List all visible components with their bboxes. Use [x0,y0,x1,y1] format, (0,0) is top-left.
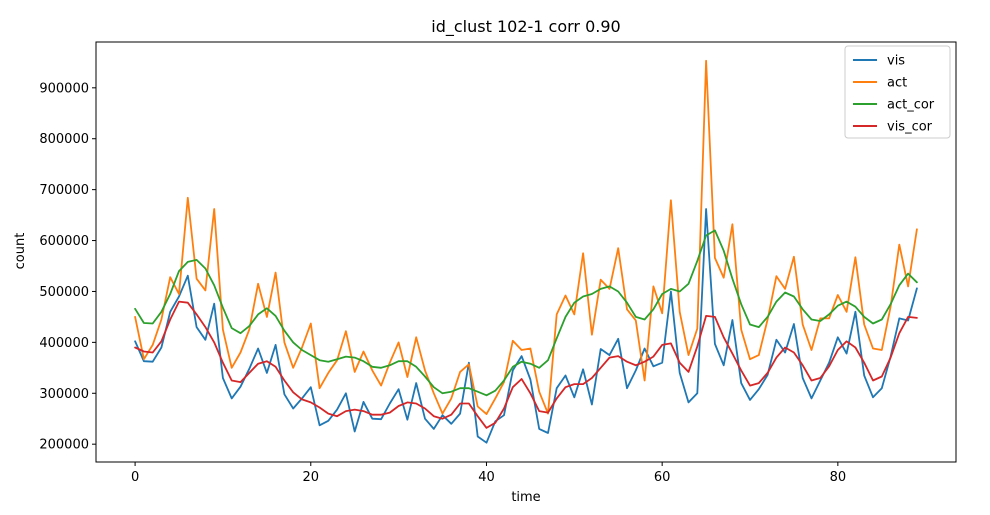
series-line-vis-cor [134,300,918,429]
x-axis: 0 20 40 60 80 [131,462,846,485]
y-tick-label: 800000 [39,132,89,147]
x-tick-label: 0 [131,470,139,485]
y-tick-label: 600000 [39,234,89,249]
y-axis-title: count [13,233,28,270]
series-line-act-cor [134,229,918,397]
y-tick-label: 300000 [39,387,89,402]
y-tick-label: 200000 [39,438,89,453]
series-line-act [134,59,918,416]
y-tick-label: 900000 [39,81,89,96]
legend: vis act act_cor vis_cor [844,45,951,139]
x-tick-label: 40 [478,470,495,485]
legend-label-vis-cor: vis_cor [887,120,933,135]
plot-frame [95,41,957,463]
chart-title: id_clust 102-1 corr 0.90 [431,17,620,37]
legend-label-act-cor: act_cor [887,98,935,113]
legend-box [844,45,951,139]
y-tick-label: 500000 [39,285,89,300]
x-axis-title: time [511,490,540,505]
x-tick-label: 20 [303,470,320,485]
legend-label-act: act [887,76,907,91]
x-tick-label: 80 [830,470,847,485]
plot-lines [134,59,918,444]
legend-label-vis: vis [887,54,905,69]
y-tick-label: 700000 [39,183,89,198]
y-tick-label: 400000 [39,336,89,351]
x-tick-label: 60 [654,470,671,485]
y-axis: 200000 300000 400000 500000 600000 700000 8000… [39,81,96,453]
